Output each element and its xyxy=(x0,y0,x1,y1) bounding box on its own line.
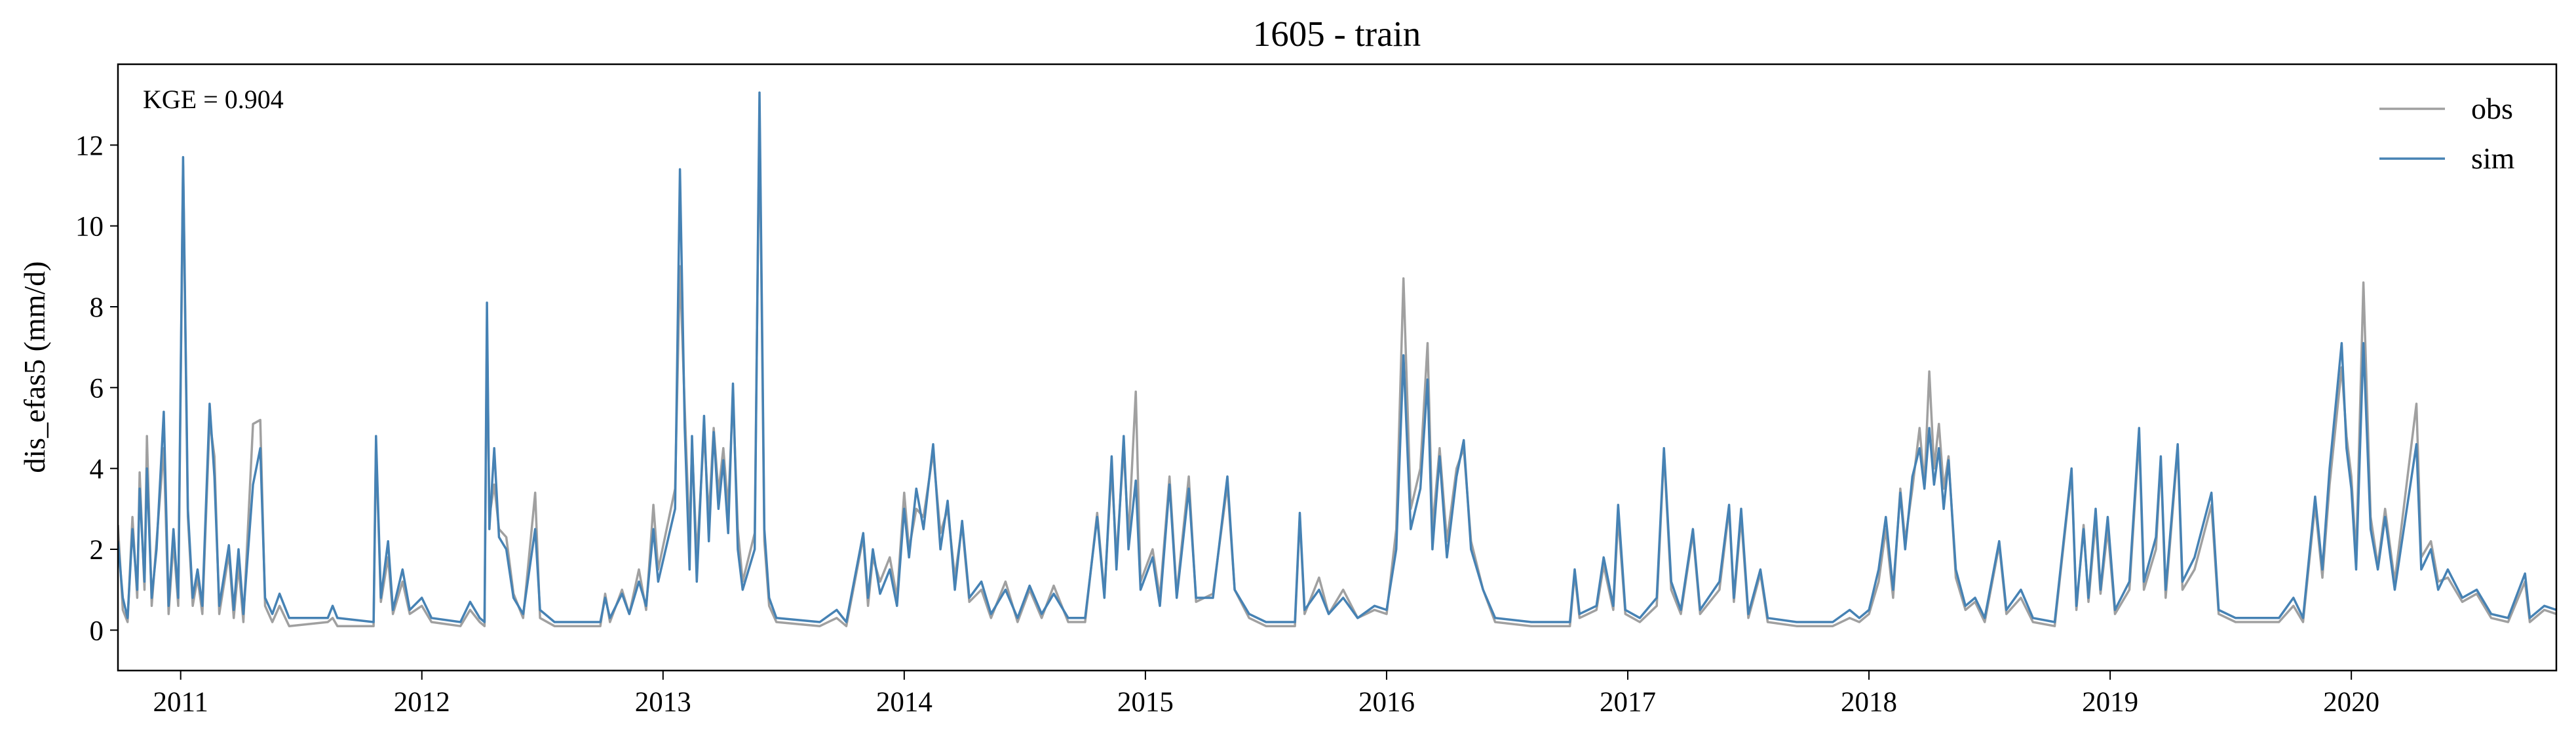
y-tick-label: 10 xyxy=(75,212,104,243)
x-tick-label: 2017 xyxy=(1600,687,1656,718)
plot-frame xyxy=(117,63,2558,672)
y-tick-label: 2 xyxy=(90,535,104,566)
legend-label: sim xyxy=(2471,142,2515,175)
series-line xyxy=(118,91,2556,623)
chart-title: 1605 - train xyxy=(1253,14,1421,54)
x-tick-label: 2019 xyxy=(2082,687,2138,718)
x-tick-label: 2011 xyxy=(153,687,208,718)
x-tick-label: 2020 xyxy=(2323,687,2379,718)
series-line xyxy=(118,111,2556,627)
legend-label: obs xyxy=(2471,92,2513,125)
x-tick-label: 2014 xyxy=(876,687,932,718)
y-tick-label: 6 xyxy=(90,373,104,404)
x-tick-label: 2018 xyxy=(1841,687,1897,718)
x-tick-label: 2013 xyxy=(635,687,691,718)
y-tick-label: 8 xyxy=(90,292,104,323)
y-tick-label: 12 xyxy=(75,130,104,161)
x-tick-label: 2012 xyxy=(394,687,450,718)
y-tick-label: 0 xyxy=(90,615,104,646)
y-tick-label: 4 xyxy=(90,454,104,485)
x-tick-label: 2015 xyxy=(1117,687,1174,718)
y-axis-label: dis_efas5 (mm/d) xyxy=(18,261,51,473)
annotation: KGE = 0.904 xyxy=(143,85,284,114)
x-tick-label: 2016 xyxy=(1358,687,1415,718)
